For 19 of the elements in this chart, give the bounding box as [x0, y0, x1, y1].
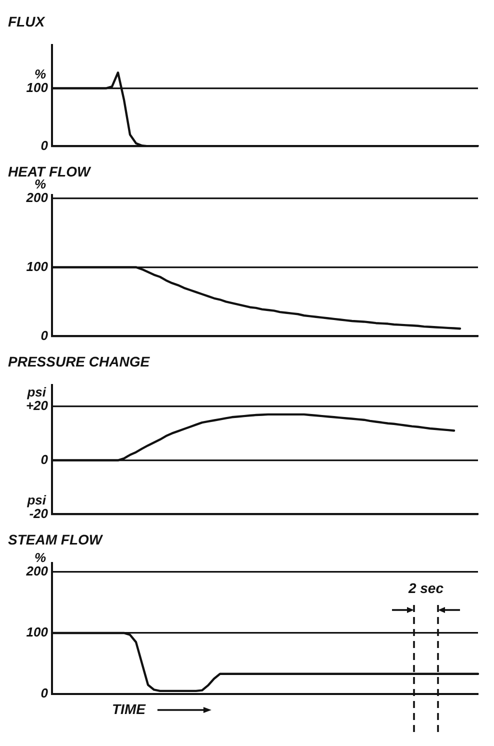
x-axis-title: TIME	[112, 700, 146, 717]
chart-title: STEAM FLOW	[8, 531, 104, 548]
y-tick-label: -20	[29, 506, 49, 521]
y-axis-title: psi	[26, 384, 46, 400]
y-tick-label: 200	[25, 190, 49, 205]
y-tick-label: 0	[40, 328, 49, 343]
text: psi	[27, 492, 46, 508]
y-axis-title: %	[34, 550, 46, 566]
annotation: 2 sec	[404, 580, 448, 596]
chart-title: PRESSURE CHANGE	[8, 353, 150, 370]
y-tick-label: 100	[26, 258, 49, 274]
y-tick-label: 0	[40, 452, 49, 467]
y-tick-label: 200	[25, 564, 49, 579]
y-tick-label: 0	[40, 686, 49, 701]
y-tick-label: 100	[26, 624, 49, 640]
chart-title: FLUX	[8, 13, 46, 30]
y-axis-title: %	[34, 66, 46, 82]
y-tick-label: 100	[26, 80, 49, 95]
y-tick-label: 0	[40, 138, 49, 153]
